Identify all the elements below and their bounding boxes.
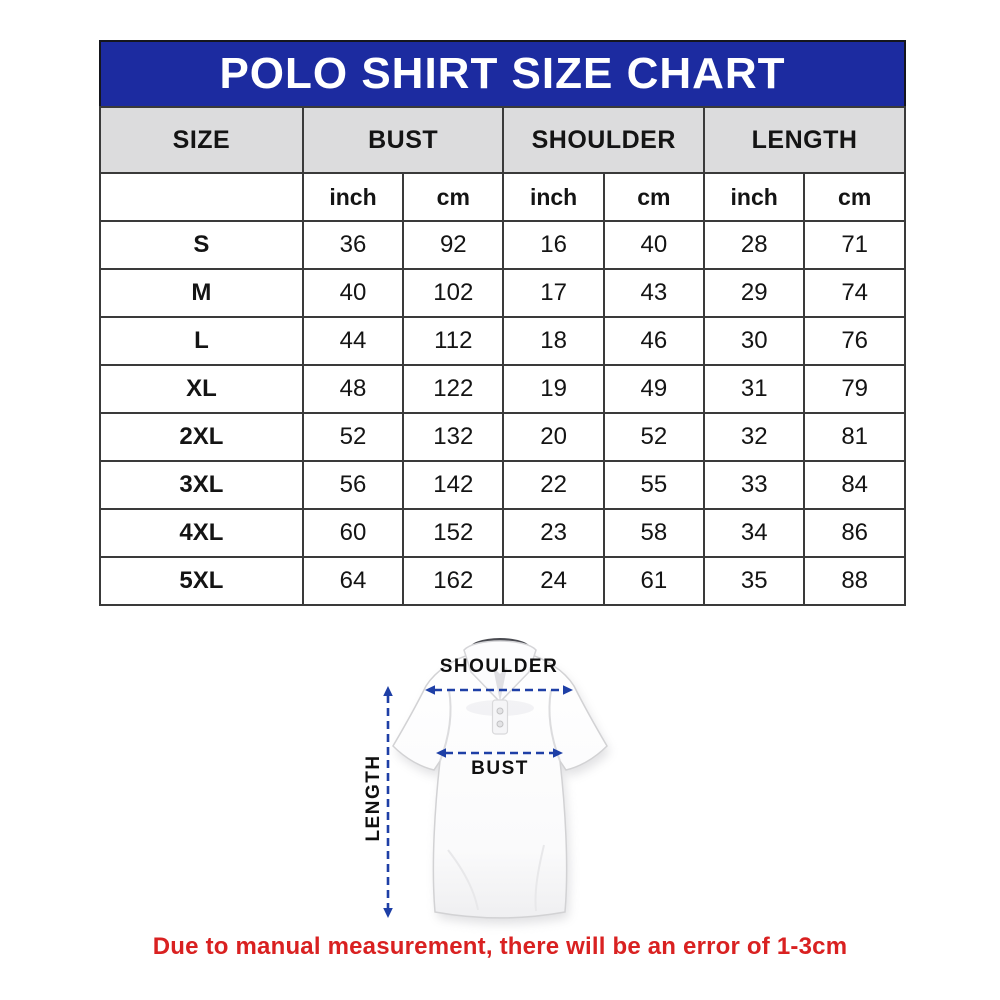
measurement-cell: 86 — [803, 508, 906, 558]
bust-label: BUST — [471, 758, 529, 779]
table-row: XL 48 122 19 49 31 79 — [99, 364, 906, 414]
size-table: SIZE BUST SHOULDER LENGTH inch cm inch c… — [99, 106, 906, 606]
size-chart: POLO SHIRT SIZE CHART SIZE BUST SHOULDER… — [99, 40, 906, 606]
unit-header: cm — [803, 172, 906, 222]
measurement-cell: 19 — [502, 364, 605, 414]
button — [496, 707, 504, 715]
measurement-cell: 16 — [502, 220, 605, 270]
measurement-cell: 49 — [602, 364, 706, 414]
column-header-size: SIZE — [99, 106, 304, 174]
measurement-cell: 162 — [402, 556, 505, 606]
size-cell: L — [99, 316, 304, 366]
measurement-cell: 52 — [301, 412, 405, 462]
unit-header: inch — [703, 172, 806, 222]
measurement-cell: 76 — [803, 316, 906, 366]
measurement-cell: 92 — [402, 220, 505, 270]
measurement-cell: 79 — [803, 364, 906, 414]
unit-header-row: inch cm inch cm inch cm — [99, 172, 906, 222]
table-row: 2XL 52 132 20 52 32 81 — [99, 412, 906, 462]
unit-header: inch — [301, 172, 405, 222]
size-cell: 2XL — [99, 412, 304, 462]
measurement-cell: 58 — [602, 508, 706, 558]
measurement-cell: 32 — [703, 412, 806, 462]
measurement-cell: 33 — [703, 460, 806, 510]
measurement-diagram: SHOULDER BUST LENGTH — [330, 620, 670, 940]
measurement-cell: 48 — [301, 364, 405, 414]
measurement-cell: 40 — [602, 220, 706, 270]
measurement-cell: 81 — [803, 412, 906, 462]
measurement-cell: 61 — [602, 556, 706, 606]
collar-notch — [493, 667, 507, 702]
measurement-cell: 142 — [402, 460, 505, 510]
wrinkle — [534, 844, 545, 912]
table-row: 3XL 56 142 22 55 33 84 — [99, 460, 906, 510]
measurement-cell: 74 — [803, 268, 906, 318]
size-cell: 5XL — [99, 556, 304, 606]
length-arrow — [383, 686, 393, 918]
column-header-shoulder: SHOULDER — [502, 106, 706, 174]
measurement-cell: 56 — [301, 460, 405, 510]
measurement-cell: 102 — [402, 268, 505, 318]
table-row: 4XL 60 152 23 58 34 86 — [99, 508, 906, 558]
measurement-cell: 35 — [703, 556, 806, 606]
bust-arrow — [436, 748, 563, 758]
category-header-row: SIZE BUST SHOULDER LENGTH — [99, 106, 906, 174]
size-cell: S — [99, 220, 304, 270]
measurement-cell: 20 — [502, 412, 605, 462]
unit-header: cm — [402, 172, 505, 222]
unit-header-empty — [99, 172, 304, 222]
unit-header: inch — [502, 172, 605, 222]
table-row: 5XL 64 162 24 61 35 88 — [99, 556, 906, 606]
measurement-cell: 24 — [502, 556, 605, 606]
measurement-cell: 152 — [402, 508, 505, 558]
length-label: LENGTH — [363, 754, 384, 842]
measurement-cell: 55 — [602, 460, 706, 510]
column-header-length: LENGTH — [703, 106, 906, 174]
measurement-cell: 52 — [602, 412, 706, 462]
measurement-cell: 64 — [301, 556, 405, 606]
table-row: L 44 112 18 46 30 76 — [99, 316, 906, 366]
button — [496, 720, 504, 728]
shirt-body — [392, 648, 608, 919]
measurement-cell: 46 — [602, 316, 706, 366]
unit-header: cm — [602, 172, 706, 222]
shoulder-label: SHOULDER — [439, 656, 559, 677]
measurement-cell: 122 — [402, 364, 505, 414]
collar — [463, 640, 537, 704]
table-row: M 40 102 17 43 29 74 — [99, 268, 906, 318]
measurement-cell: 30 — [703, 316, 806, 366]
measurement-cell: 34 — [703, 508, 806, 558]
measurement-cell: 88 — [803, 556, 906, 606]
measurement-cell: 40 — [301, 268, 405, 318]
measurement-cell: 23 — [502, 508, 605, 558]
size-cell: XL — [99, 364, 304, 414]
size-cell: 4XL — [99, 508, 304, 558]
table-row: S 36 92 16 40 28 71 — [99, 220, 906, 270]
measurement-cell: 18 — [502, 316, 605, 366]
measurement-cell: 31 — [703, 364, 806, 414]
column-header-bust: BUST — [301, 106, 505, 174]
size-chart-title: POLO SHIRT SIZE CHART — [99, 40, 906, 108]
shoulder-arrow — [425, 685, 573, 695]
size-cell: 3XL — [99, 460, 304, 510]
wrinkle — [447, 849, 479, 911]
disclaimer-text: Due to manual measurement, there will be… — [152, 933, 848, 960]
measurement-cell: 71 — [803, 220, 906, 270]
measurement-cell: 84 — [803, 460, 906, 510]
measurement-cell: 28 — [703, 220, 806, 270]
measurement-cell: 29 — [703, 268, 806, 318]
placket — [491, 699, 509, 735]
measurement-cell: 112 — [402, 316, 505, 366]
measurement-cell: 43 — [602, 268, 706, 318]
measurement-cell: 60 — [301, 508, 405, 558]
measurement-cell: 22 — [502, 460, 605, 510]
measurement-cell: 36 — [301, 220, 405, 270]
polo-shirt-illustration — [383, 638, 610, 924]
measurement-cell: 132 — [402, 412, 505, 462]
measurement-cell: 17 — [502, 268, 605, 318]
measurement-cell: 44 — [301, 316, 405, 366]
size-cell: M — [99, 268, 304, 318]
